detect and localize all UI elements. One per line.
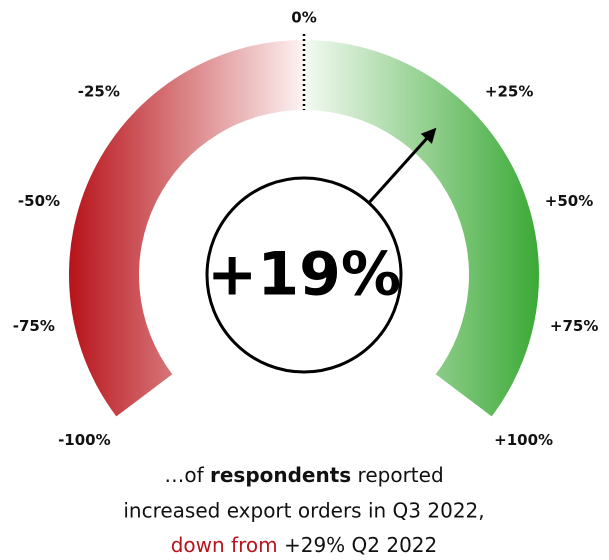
caption-text: …of	[164, 463, 210, 487]
tick-label: -50%	[18, 192, 60, 210]
caption-line-1: …of respondents reported	[164, 463, 443, 487]
caption-line-3: down from +29% Q2 2022	[171, 533, 438, 557]
caption-text: +29% Q2 2022	[278, 533, 438, 557]
caption-bold: respondents	[210, 463, 351, 487]
tick-label: +75%	[550, 317, 598, 335]
tick-label: +100%	[494, 431, 553, 449]
needle	[367, 127, 437, 204]
tick-label: 0%	[291, 9, 316, 27]
tick-label: -25%	[78, 82, 120, 100]
value-label: +19%	[207, 240, 401, 310]
value-circle	[205, 176, 403, 374]
caption-line-2: increased export orders in Q3 2022,	[123, 499, 484, 523]
gauge-positive	[304, 40, 539, 417]
gauge-negative	[69, 40, 304, 417]
caption-red: down from	[171, 533, 278, 557]
tick-label: +25%	[485, 82, 533, 100]
tick-label: -75%	[13, 317, 55, 335]
caption-text: reported	[351, 463, 443, 487]
tick-label: +50%	[545, 192, 593, 210]
tick-label: -100%	[58, 431, 111, 449]
